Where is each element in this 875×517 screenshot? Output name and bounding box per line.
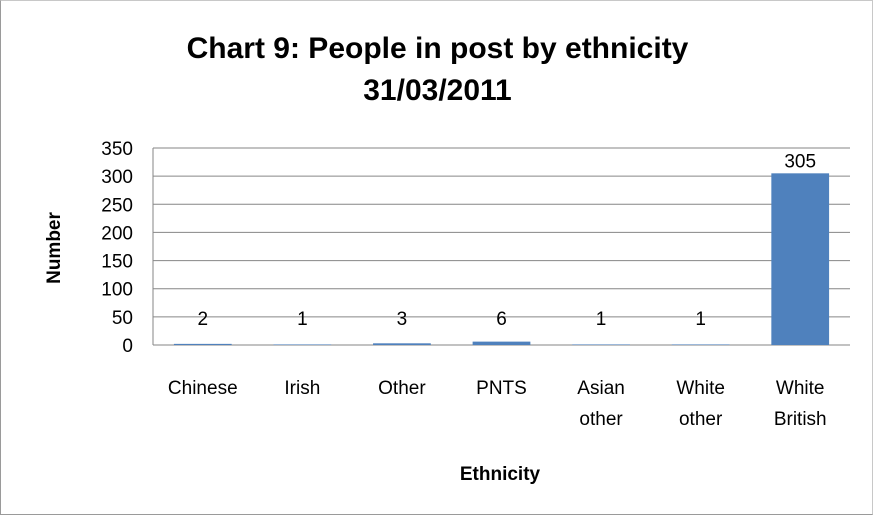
category-label-6-1: British [774,409,827,430]
category-label-6-0: White [776,378,825,399]
data-label-6: 305 [784,151,816,172]
category-label-4-1: other [579,409,623,430]
y-tick-label-0: 0 [122,336,133,357]
category-label-2-0: Other [378,378,426,399]
data-label-2: 3 [397,309,408,330]
y-tick-label-50: 50 [112,308,133,329]
data-label-1: 1 [297,309,308,330]
bar-6 [771,173,830,345]
bar-3 [472,341,531,345]
y-tick-label-200: 200 [101,223,133,244]
bar-0 [173,343,232,345]
chart-title-line-1: Chart 9: People in post by ethnicity [186,32,689,65]
category-label-5-1: other [679,409,723,430]
data-label-0: 2 [197,309,208,330]
category-label-5-0: White [676,378,725,399]
bar-4 [572,344,630,345]
category-label-1-0: Irish [284,378,320,399]
bar-1 [273,344,332,345]
category-label-4-0: Asian [577,378,625,399]
y-tick-label-150: 150 [101,252,133,273]
y-tick-label-300: 300 [101,167,133,188]
y-tick-label-350: 350 [101,139,133,160]
category-label-0-0: Chinese [168,378,238,399]
data-label-4: 1 [596,309,607,330]
chart-title-line-2: 31/03/2011 [363,74,512,107]
category-label-3-0: PNTS [476,378,527,399]
bar-5 [671,344,730,345]
chart-title: Chart 9: People in post by ethnicity 31/… [0,28,875,112]
y-tick-label-100: 100 [101,280,133,301]
data-label-5: 1 [695,309,706,330]
bar-2 [373,343,431,345]
x-axis-title: Ethnicity [460,464,541,485]
y-axis-title: Number [44,212,65,284]
y-tick-label-250: 250 [101,195,133,216]
data-label-3: 6 [496,309,507,330]
